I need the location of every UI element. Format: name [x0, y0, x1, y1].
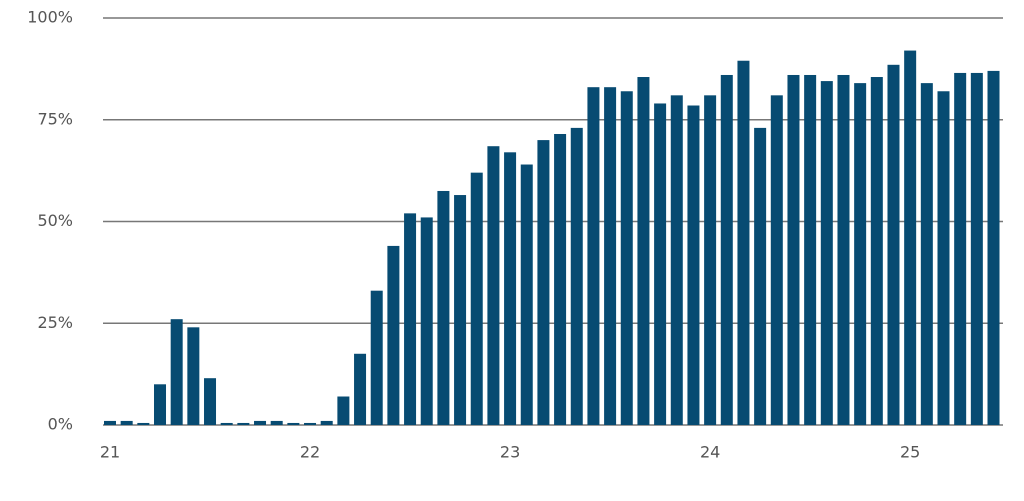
bar [787, 74, 800, 425]
bar [754, 127, 767, 425]
bar [404, 213, 417, 425]
bar [537, 140, 550, 425]
bar [604, 87, 617, 425]
y-tick-label: 100% [27, 8, 73, 27]
bar [887, 64, 900, 426]
bar [904, 50, 917, 426]
bar [520, 164, 533, 425]
bar [937, 91, 950, 425]
bar [737, 60, 750, 426]
bar [870, 77, 883, 425]
bar [454, 195, 467, 425]
x-tick-label: 24 [700, 443, 720, 462]
bar [837, 74, 850, 425]
y-tick-label: 25% [37, 313, 73, 332]
bar [920, 83, 933, 426]
bar [254, 420, 267, 425]
x-tick-label: 21 [100, 443, 120, 462]
bar [720, 74, 733, 425]
bar [587, 87, 600, 425]
bar [204, 378, 217, 425]
bar [120, 420, 133, 425]
bar [337, 396, 350, 425]
bar [554, 133, 567, 425]
bar [137, 422, 150, 425]
bar [570, 127, 583, 425]
x-tick-label: 22 [300, 443, 320, 462]
bar [470, 172, 483, 425]
bar [620, 91, 633, 425]
bar [170, 319, 183, 425]
bar [804, 74, 817, 425]
bar [987, 70, 1000, 425]
bar [770, 95, 783, 425]
bar [370, 290, 383, 425]
bar [387, 245, 400, 425]
bar [304, 422, 317, 425]
bar [970, 72, 983, 425]
bar [487, 146, 500, 425]
bar [287, 422, 300, 425]
bar [354, 353, 367, 425]
bar [437, 190, 450, 425]
bar [954, 72, 967, 425]
x-tick-label: 23 [500, 443, 520, 462]
y-tick-label: 0% [48, 415, 73, 434]
bar [670, 95, 683, 425]
bar [420, 217, 433, 425]
bar [504, 152, 517, 425]
bar [637, 77, 650, 425]
bar [187, 327, 200, 425]
x-tick-label: 25 [900, 443, 920, 462]
y-tick-label: 50% [37, 211, 73, 230]
y-tick-label: 75% [37, 109, 73, 128]
bar [687, 105, 700, 425]
bar [820, 81, 833, 426]
bar [104, 420, 116, 425]
bar [237, 422, 250, 425]
bar [220, 422, 233, 425]
bar [654, 103, 667, 425]
bar [270, 420, 283, 425]
bar [854, 83, 867, 426]
bar [154, 384, 167, 425]
bar [320, 420, 333, 425]
bar [704, 95, 717, 425]
